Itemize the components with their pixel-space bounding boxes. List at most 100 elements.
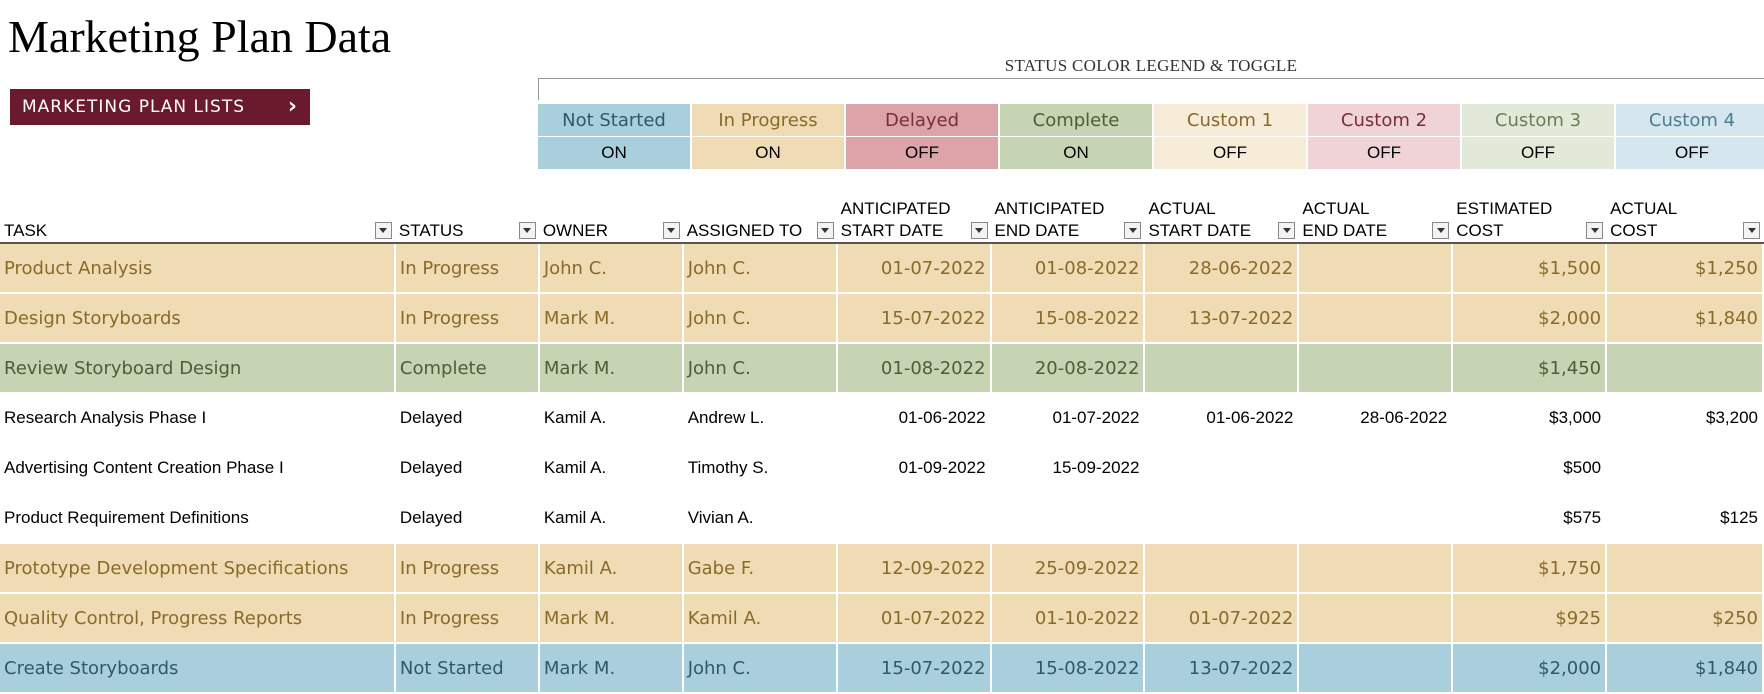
cell-task[interactable]: Research Analysis Phase I	[0, 393, 396, 444]
cell-assigned-to[interactable]: John C.	[682, 343, 838, 394]
cell-assigned-to[interactable]: John C.	[682, 643, 838, 694]
cell-task[interactable]: Product Requirement Definitions	[0, 493, 396, 544]
cell-start-date[interactable]: 15-07-2022	[836, 293, 992, 344]
marketing-plan-lists-button[interactable]: MARKETING PLAN LISTS ›	[10, 89, 310, 125]
cell-end-date[interactable]: 28-06-2022	[1298, 393, 1454, 444]
cell-end-date[interactable]	[1298, 293, 1454, 344]
cell-cost[interactable]: $3,000	[1452, 393, 1608, 444]
cell-start-date[interactable]: 01-06-2022	[836, 393, 992, 444]
cell-owner[interactable]: Kamil A.	[538, 493, 684, 544]
cell-assigned-to[interactable]: Vivian A.	[682, 493, 838, 544]
filter-dropdown-icon[interactable]	[662, 222, 680, 239]
cell-cost[interactable]: $1,250	[1606, 243, 1764, 294]
cell-start-date[interactable]	[1144, 343, 1300, 394]
filter-dropdown-icon[interactable]	[1124, 222, 1142, 239]
legend-item-custom-1[interactable]: Custom 1 OFF	[1154, 104, 1306, 169]
cell-cost[interactable]: $1,840	[1606, 643, 1764, 694]
cell-status[interactable]: Complete	[394, 343, 540, 394]
cell-end-date[interactable]: 15-09-2022	[990, 443, 1146, 494]
table-row[interactable]: Design Storyboards In Progress Mark M. John…	[0, 293, 1764, 344]
cell-cost[interactable]	[1606, 543, 1764, 594]
table-row[interactable]: Advertising Content Creation Phase I Dela…	[0, 443, 1764, 494]
cell-start-date[interactable]: 01-07-2022	[836, 593, 992, 644]
cell-end-date[interactable]	[1298, 543, 1454, 594]
cell-start-date[interactable]: 01-07-2022	[1144, 593, 1300, 644]
cell-end-date[interactable]	[1298, 593, 1454, 644]
cell-end-date[interactable]: 25-09-2022	[990, 543, 1146, 594]
cell-task[interactable]: Advertising Content Creation Phase I	[0, 443, 396, 494]
cell-end-date[interactable]	[1298, 243, 1454, 294]
legend-toggle[interactable]: ON	[538, 136, 690, 169]
cell-start-date[interactable]: 01-09-2022	[836, 443, 992, 494]
cell-owner[interactable]: Mark M.	[538, 293, 684, 344]
cell-cost[interactable]: $575	[1452, 493, 1608, 544]
cell-assigned-to[interactable]: John C.	[682, 293, 838, 344]
cell-end-date[interactable]	[1298, 493, 1454, 544]
cell-status[interactable]: In Progress	[394, 543, 540, 594]
cell-assigned-to[interactable]: Gabe F.	[682, 543, 838, 594]
filter-dropdown-icon[interactable]	[970, 222, 988, 239]
cell-status[interactable]: In Progress	[394, 293, 540, 344]
cell-start-date[interactable]: 13-07-2022	[1144, 643, 1300, 694]
cell-end-date[interactable]	[1298, 643, 1454, 694]
cell-cost[interactable]: $1,500	[1452, 243, 1608, 294]
cell-start-date[interactable]	[836, 493, 992, 544]
cell-end-date[interactable]: 20-08-2022	[990, 343, 1146, 394]
cell-start-date[interactable]: 01-07-2022	[836, 243, 992, 294]
filter-dropdown-icon[interactable]	[1586, 222, 1604, 239]
cell-cost[interactable]	[1606, 443, 1764, 494]
legend-item-custom-2[interactable]: Custom 2 OFF	[1308, 104, 1460, 169]
cell-cost[interactable]: $925	[1452, 593, 1608, 644]
cell-task[interactable]: Design Storyboards	[0, 293, 396, 344]
legend-toggle[interactable]: ON	[692, 136, 844, 169]
cell-status[interactable]: Delayed	[394, 393, 540, 444]
cell-status[interactable]: Delayed	[394, 443, 540, 494]
filter-dropdown-icon[interactable]	[518, 222, 536, 239]
legend-toggle[interactable]: OFF	[846, 136, 998, 169]
table-row[interactable]: Review Storyboard Design Complete Mark M. J…	[0, 343, 1764, 394]
cell-cost[interactable]: $250	[1606, 593, 1764, 644]
legend-item-not-started[interactable]: Not Started ON	[538, 104, 690, 169]
table-row[interactable]: Quality Control, Progress Reports In Prog…	[0, 593, 1764, 644]
cell-assigned-to[interactable]: John C.	[682, 243, 838, 294]
cell-task[interactable]: Product Analysis	[0, 243, 396, 294]
legend-toggle[interactable]: OFF	[1462, 136, 1614, 169]
cell-cost[interactable]: $1,450	[1452, 343, 1608, 394]
cell-owner[interactable]: Mark M.	[538, 343, 684, 394]
cell-assigned-to[interactable]: Kamil A.	[682, 593, 838, 644]
legend-toggle[interactable]: OFF	[1154, 136, 1306, 169]
cell-task[interactable]: Review Storyboard Design	[0, 343, 396, 394]
cell-start-date[interactable]	[1144, 493, 1300, 544]
cell-cost[interactable]: $125	[1606, 493, 1764, 544]
cell-status[interactable]: Delayed	[394, 493, 540, 544]
legend-toggle[interactable]: OFF	[1308, 136, 1460, 169]
legend-item-in-progress[interactable]: In Progress ON	[692, 104, 844, 169]
table-row[interactable]: Product Requirement Definitions Delayed Ka…	[0, 493, 1764, 544]
cell-owner[interactable]: Kamil A.	[538, 443, 684, 494]
cell-owner[interactable]: Kamil A.	[538, 543, 684, 594]
cell-owner[interactable]: Mark M.	[538, 643, 684, 694]
cell-task[interactable]: Create Storyboards	[0, 643, 396, 694]
table-row[interactable]: Research Analysis Phase I Delayed Kamil A.…	[0, 393, 1764, 444]
cell-start-date[interactable]: 13-07-2022	[1144, 293, 1300, 344]
cell-cost[interactable]: $1,840	[1606, 293, 1764, 344]
cell-status[interactable]: Not Started	[394, 643, 540, 694]
cell-start-date[interactable]	[1144, 543, 1300, 594]
cell-cost[interactable]	[1606, 343, 1764, 394]
cell-cost[interactable]: $2,000	[1452, 643, 1608, 694]
cell-end-date[interactable]: 15-08-2022	[990, 643, 1146, 694]
cell-assigned-to[interactable]: Timothy S.	[682, 443, 838, 494]
legend-item-delayed[interactable]: Delayed OFF	[846, 104, 998, 169]
table-row[interactable]: Product Analysis In Progress John C. John C…	[0, 243, 1764, 294]
cell-owner[interactable]: John C.	[538, 243, 684, 294]
cell-start-date[interactable]: 01-06-2022	[1144, 393, 1300, 444]
legend-item-custom-4[interactable]: Custom 4 OFF	[1616, 104, 1764, 169]
legend-toggle[interactable]: ON	[1000, 136, 1152, 169]
legend-toggle[interactable]: OFF	[1616, 136, 1764, 169]
filter-dropdown-icon[interactable]	[1432, 222, 1450, 239]
cell-cost[interactable]: $500	[1452, 443, 1608, 494]
cell-start-date[interactable]: 12-09-2022	[836, 543, 992, 594]
cell-end-date[interactable]: 01-07-2022	[990, 393, 1146, 444]
cell-status[interactable]: In Progress	[394, 593, 540, 644]
cell-cost[interactable]: $3,200	[1606, 393, 1764, 444]
